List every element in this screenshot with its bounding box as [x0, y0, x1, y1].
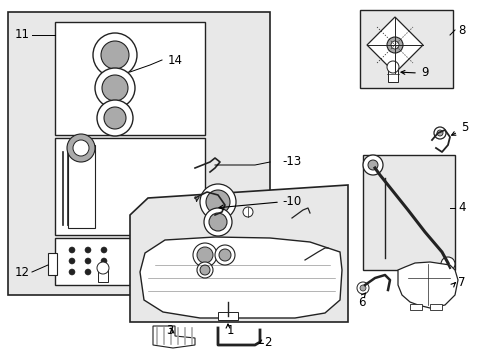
- Bar: [98, 266, 108, 282]
- Circle shape: [101, 41, 129, 69]
- Bar: [195, 235, 221, 265]
- Polygon shape: [397, 262, 457, 308]
- Circle shape: [157, 260, 162, 265]
- Circle shape: [95, 68, 135, 108]
- Text: 12: 12: [15, 265, 29, 279]
- Circle shape: [69, 247, 75, 253]
- Circle shape: [367, 160, 377, 170]
- Bar: [387, 66, 397, 82]
- Circle shape: [157, 271, 162, 276]
- Text: 2: 2: [264, 336, 271, 348]
- Circle shape: [440, 257, 454, 271]
- Circle shape: [219, 249, 230, 261]
- Text: 3: 3: [166, 324, 173, 337]
- Bar: [362, 155, 454, 270]
- Text: -10: -10: [282, 195, 301, 208]
- Text: 1: 1: [226, 324, 233, 337]
- Text: 7: 7: [457, 276, 465, 289]
- Circle shape: [101, 258, 107, 264]
- Circle shape: [215, 245, 235, 265]
- Circle shape: [200, 184, 236, 220]
- Circle shape: [97, 262, 109, 274]
- Circle shape: [197, 247, 213, 263]
- Circle shape: [386, 61, 398, 73]
- Bar: [68, 145, 95, 228]
- Circle shape: [157, 248, 162, 252]
- Circle shape: [193, 243, 217, 267]
- Bar: [409, 304, 421, 310]
- Circle shape: [97, 100, 133, 136]
- Polygon shape: [366, 17, 422, 73]
- Text: 4: 4: [457, 202, 465, 215]
- Text: 9: 9: [420, 67, 428, 80]
- Circle shape: [390, 41, 398, 49]
- Polygon shape: [153, 326, 195, 348]
- Polygon shape: [130, 185, 347, 322]
- Circle shape: [243, 207, 252, 217]
- Circle shape: [436, 130, 442, 136]
- Bar: [198, 265, 218, 270]
- Circle shape: [85, 247, 91, 253]
- Bar: [8, 12, 269, 295]
- Circle shape: [101, 269, 107, 275]
- Bar: [162, 278, 170, 290]
- Bar: [55, 22, 204, 135]
- Circle shape: [69, 269, 75, 275]
- Circle shape: [67, 134, 95, 162]
- Circle shape: [205, 190, 229, 214]
- Text: 11: 11: [15, 28, 29, 41]
- Bar: [55, 138, 204, 235]
- Circle shape: [208, 213, 226, 231]
- Circle shape: [102, 75, 128, 101]
- Circle shape: [73, 140, 89, 156]
- Text: 5: 5: [460, 121, 468, 135]
- Text: -13: -13: [282, 156, 301, 168]
- Circle shape: [161, 273, 171, 283]
- Circle shape: [104, 107, 126, 129]
- Circle shape: [359, 285, 365, 291]
- Circle shape: [386, 37, 402, 53]
- Circle shape: [69, 258, 75, 264]
- Circle shape: [93, 33, 137, 77]
- Circle shape: [101, 247, 107, 253]
- Circle shape: [356, 282, 368, 294]
- Bar: [218, 312, 238, 320]
- Bar: [429, 304, 441, 310]
- Circle shape: [362, 155, 382, 175]
- Circle shape: [85, 258, 91, 264]
- Text: 8: 8: [457, 23, 465, 36]
- Circle shape: [200, 265, 209, 275]
- Circle shape: [85, 269, 91, 275]
- Text: 6: 6: [358, 296, 365, 309]
- Bar: [198, 255, 218, 260]
- Circle shape: [197, 262, 213, 278]
- Bar: [359, 10, 452, 88]
- Circle shape: [203, 208, 231, 236]
- Bar: [48, 253, 57, 275]
- Text: 14: 14: [167, 54, 182, 67]
- Polygon shape: [140, 237, 341, 318]
- Bar: [55, 238, 195, 285]
- Circle shape: [433, 127, 445, 139]
